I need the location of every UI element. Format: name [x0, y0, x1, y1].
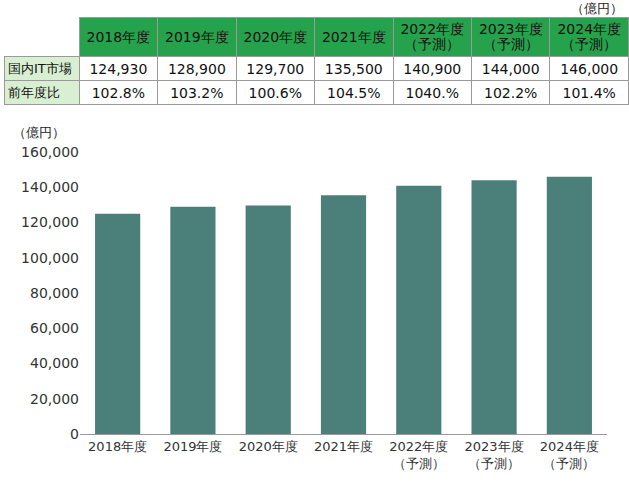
svg-text:2022年度（予測）: 2022年度（予測） — [389, 439, 448, 471]
html-text:144,000: 144,000 — [481, 60, 540, 77]
html-text:146,000: 146,000 — [560, 60, 619, 77]
html-text:140,900: 140,900 — [403, 60, 462, 77]
svg-text:2024年度（予測）: 2024年度（予測） — [540, 439, 599, 471]
html-text:102.2%: 102.2% — [484, 84, 538, 101]
svg-text:140,000: 140,000 — [21, 179, 79, 195]
html-text:135,500: 135,500 — [324, 60, 383, 77]
html-text:国内IT市場: 国内IT市場 — [8, 60, 72, 76]
svg-text:100,000: 100,000 — [21, 250, 79, 266]
html-text:2022年度: 2022年度 — [400, 21, 465, 37]
html-text:前年度比: 前年度比 — [8, 84, 60, 100]
html-text:2024年度: 2024年度 — [557, 21, 621, 37]
html-text:2018年度: 2018年度 — [86, 28, 151, 45]
html-text:2020年度: 2020年度 — [243, 28, 308, 45]
html-text:129,700: 129,700 — [246, 60, 305, 77]
svg-text:120,000: 120,000 — [21, 214, 79, 230]
html-text:（予測）: （予測） — [561, 36, 618, 52]
html-text:128,900: 128,900 — [167, 60, 226, 77]
svg-text:2020年度: 2020年度 — [239, 439, 298, 454]
svg-text:2021年度: 2021年度 — [314, 439, 373, 454]
html-text:124,930: 124,930 — [89, 60, 148, 77]
html-text:101.4%: 101.4% — [562, 84, 616, 101]
svg-text:60,000: 60,000 — [30, 320, 79, 336]
html-text:100.6%: 100.6% — [248, 84, 302, 101]
svg-text:2023年度（予測）: 2023年度（予測） — [465, 439, 524, 471]
html-text:2023年度: 2023年度 — [478, 21, 543, 37]
html-text:2019年度: 2019年度 — [165, 28, 229, 45]
svg-text:20,000: 20,000 — [30, 391, 79, 407]
html-text:1040.%: 1040.% — [405, 84, 459, 101]
html-text:（予測）: （予測） — [482, 36, 539, 52]
html-text:2021年度: 2021年度 — [322, 28, 386, 45]
html-text:（予測）: （予測） — [404, 36, 461, 52]
html-text:（億円）: （億円） — [571, 1, 623, 16]
html-text:102.8%: 102.8% — [91, 84, 146, 101]
svg-text:（億円）: （億円） — [13, 125, 65, 140]
svg-text:2019年度: 2019年度 — [163, 439, 222, 454]
svg-text:2018年度: 2018年度 — [88, 439, 147, 454]
svg-text:40,000: 40,000 — [30, 355, 79, 371]
html-text:103.2%: 103.2% — [170, 84, 224, 101]
svg-text:80,000: 80,000 — [30, 285, 79, 301]
svg-text:160,000: 160,000 — [21, 144, 79, 160]
svg-text:0: 0 — [70, 426, 79, 442]
html-text:104.5%: 104.5% — [327, 84, 381, 101]
